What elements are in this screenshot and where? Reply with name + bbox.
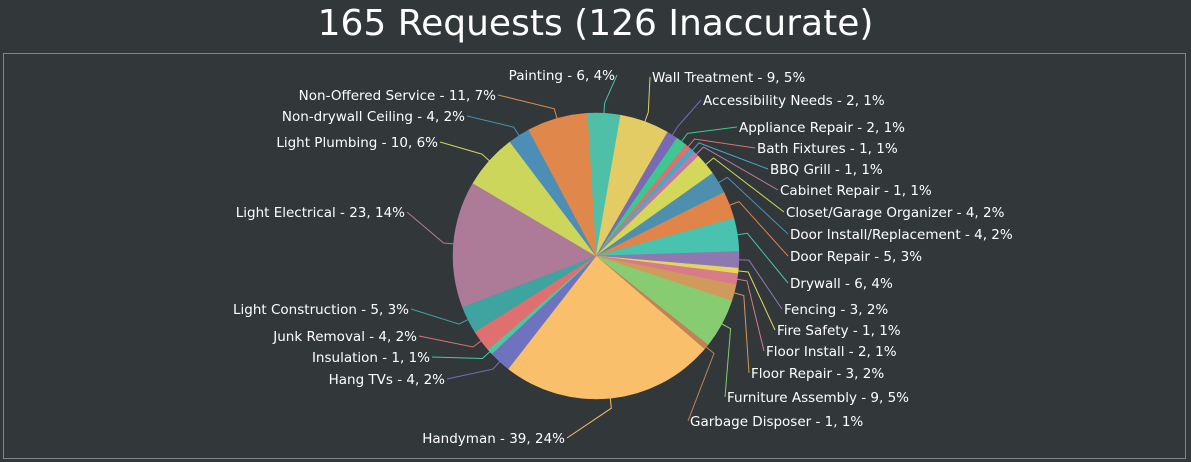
slice-label: Bath Fixtures - 1, 1%	[757, 141, 898, 157]
pie-slices	[452, 112, 740, 400]
leader-lines	[406, 74, 789, 439]
leader-line	[679, 126, 738, 144]
slice-label: Fire Safety - 1, 1%	[777, 323, 901, 339]
leader-line	[736, 259, 783, 310]
slice-label: Junk Removal - 4, 2%	[272, 329, 417, 345]
slice-label: Appliance Repair - 2, 1%	[739, 120, 905, 136]
slice-label: Non-Offered Service - 11, 7%	[299, 88, 497, 104]
leader-line	[732, 291, 750, 374]
slice-label: Accessibility Needs - 2, 1%	[703, 93, 885, 109]
slice-label: Fencing - 3, 2%	[784, 302, 888, 318]
slice-label: BBQ Grill - 1, 1%	[770, 162, 883, 178]
leader-line	[466, 115, 521, 138]
leader-line	[735, 232, 789, 284]
slice-label: Insulation - 1, 1%	[312, 350, 430, 366]
slice-label: Door Repair - 5, 3%	[790, 249, 922, 265]
slice-label: Hang TVs - 4, 2%	[329, 372, 446, 388]
leader-line	[418, 335, 483, 348]
slice-label: Cabinet Repair - 1, 1%	[780, 183, 932, 199]
slice-label: Drywall - 6, 4%	[790, 276, 893, 292]
leader-line	[727, 201, 789, 257]
slice-labels: Painting - 6, 4% Wall Treatment - 9, 5% Ac…	[233, 68, 1013, 447]
leader-line	[703, 157, 785, 213]
leader-line	[735, 278, 765, 352]
slice-label: Handyman - 39, 24%	[422, 431, 565, 447]
slice-label: Wall Treatment - 9, 5%	[652, 70, 805, 86]
slice-label: Light Construction - 5, 3%	[233, 302, 409, 318]
leader-line	[410, 308, 470, 325]
leader-line	[716, 176, 789, 235]
leader-line	[603, 74, 618, 116]
plot-area-frame	[3, 53, 1186, 459]
leader-line	[643, 76, 651, 124]
slice-label: Garbage Disposer - 1, 1%	[690, 414, 863, 430]
leader-line	[686, 138, 756, 149]
slice-label: Furniture Assembly - 9, 5%	[727, 390, 909, 406]
leader-line	[566, 396, 612, 439]
slice-label: Light Electrical - 23, 14%	[236, 205, 405, 221]
slice-label: Light Plumbing - 10, 6%	[276, 135, 438, 151]
leader-line	[431, 350, 492, 360]
leader-line	[719, 322, 732, 398]
leader-line	[406, 211, 456, 245]
leader-line	[690, 142, 769, 170]
slice-label: Door Install/Replacement - 4, 2%	[790, 227, 1013, 243]
leader-line	[736, 270, 776, 331]
leader-line	[439, 141, 492, 163]
slice-label: Non-drywall Ceiling - 4, 2%	[282, 109, 465, 125]
leader-line	[687, 345, 715, 422]
slice-label: Painting - 6, 4%	[509, 68, 615, 84]
slice-label: Floor Repair - 3, 2%	[751, 366, 884, 382]
leader-line	[694, 146, 779, 191]
slice-label: Floor Install - 2, 1%	[766, 344, 897, 360]
chart-title: 165 Requests (126 Inaccurate)	[317, 3, 874, 44]
leader-line	[446, 359, 502, 380]
slice-label: Closet/Garage Organizer - 4, 2%	[786, 205, 1005, 221]
leader-line	[497, 94, 559, 121]
leader-line	[670, 99, 702, 138]
